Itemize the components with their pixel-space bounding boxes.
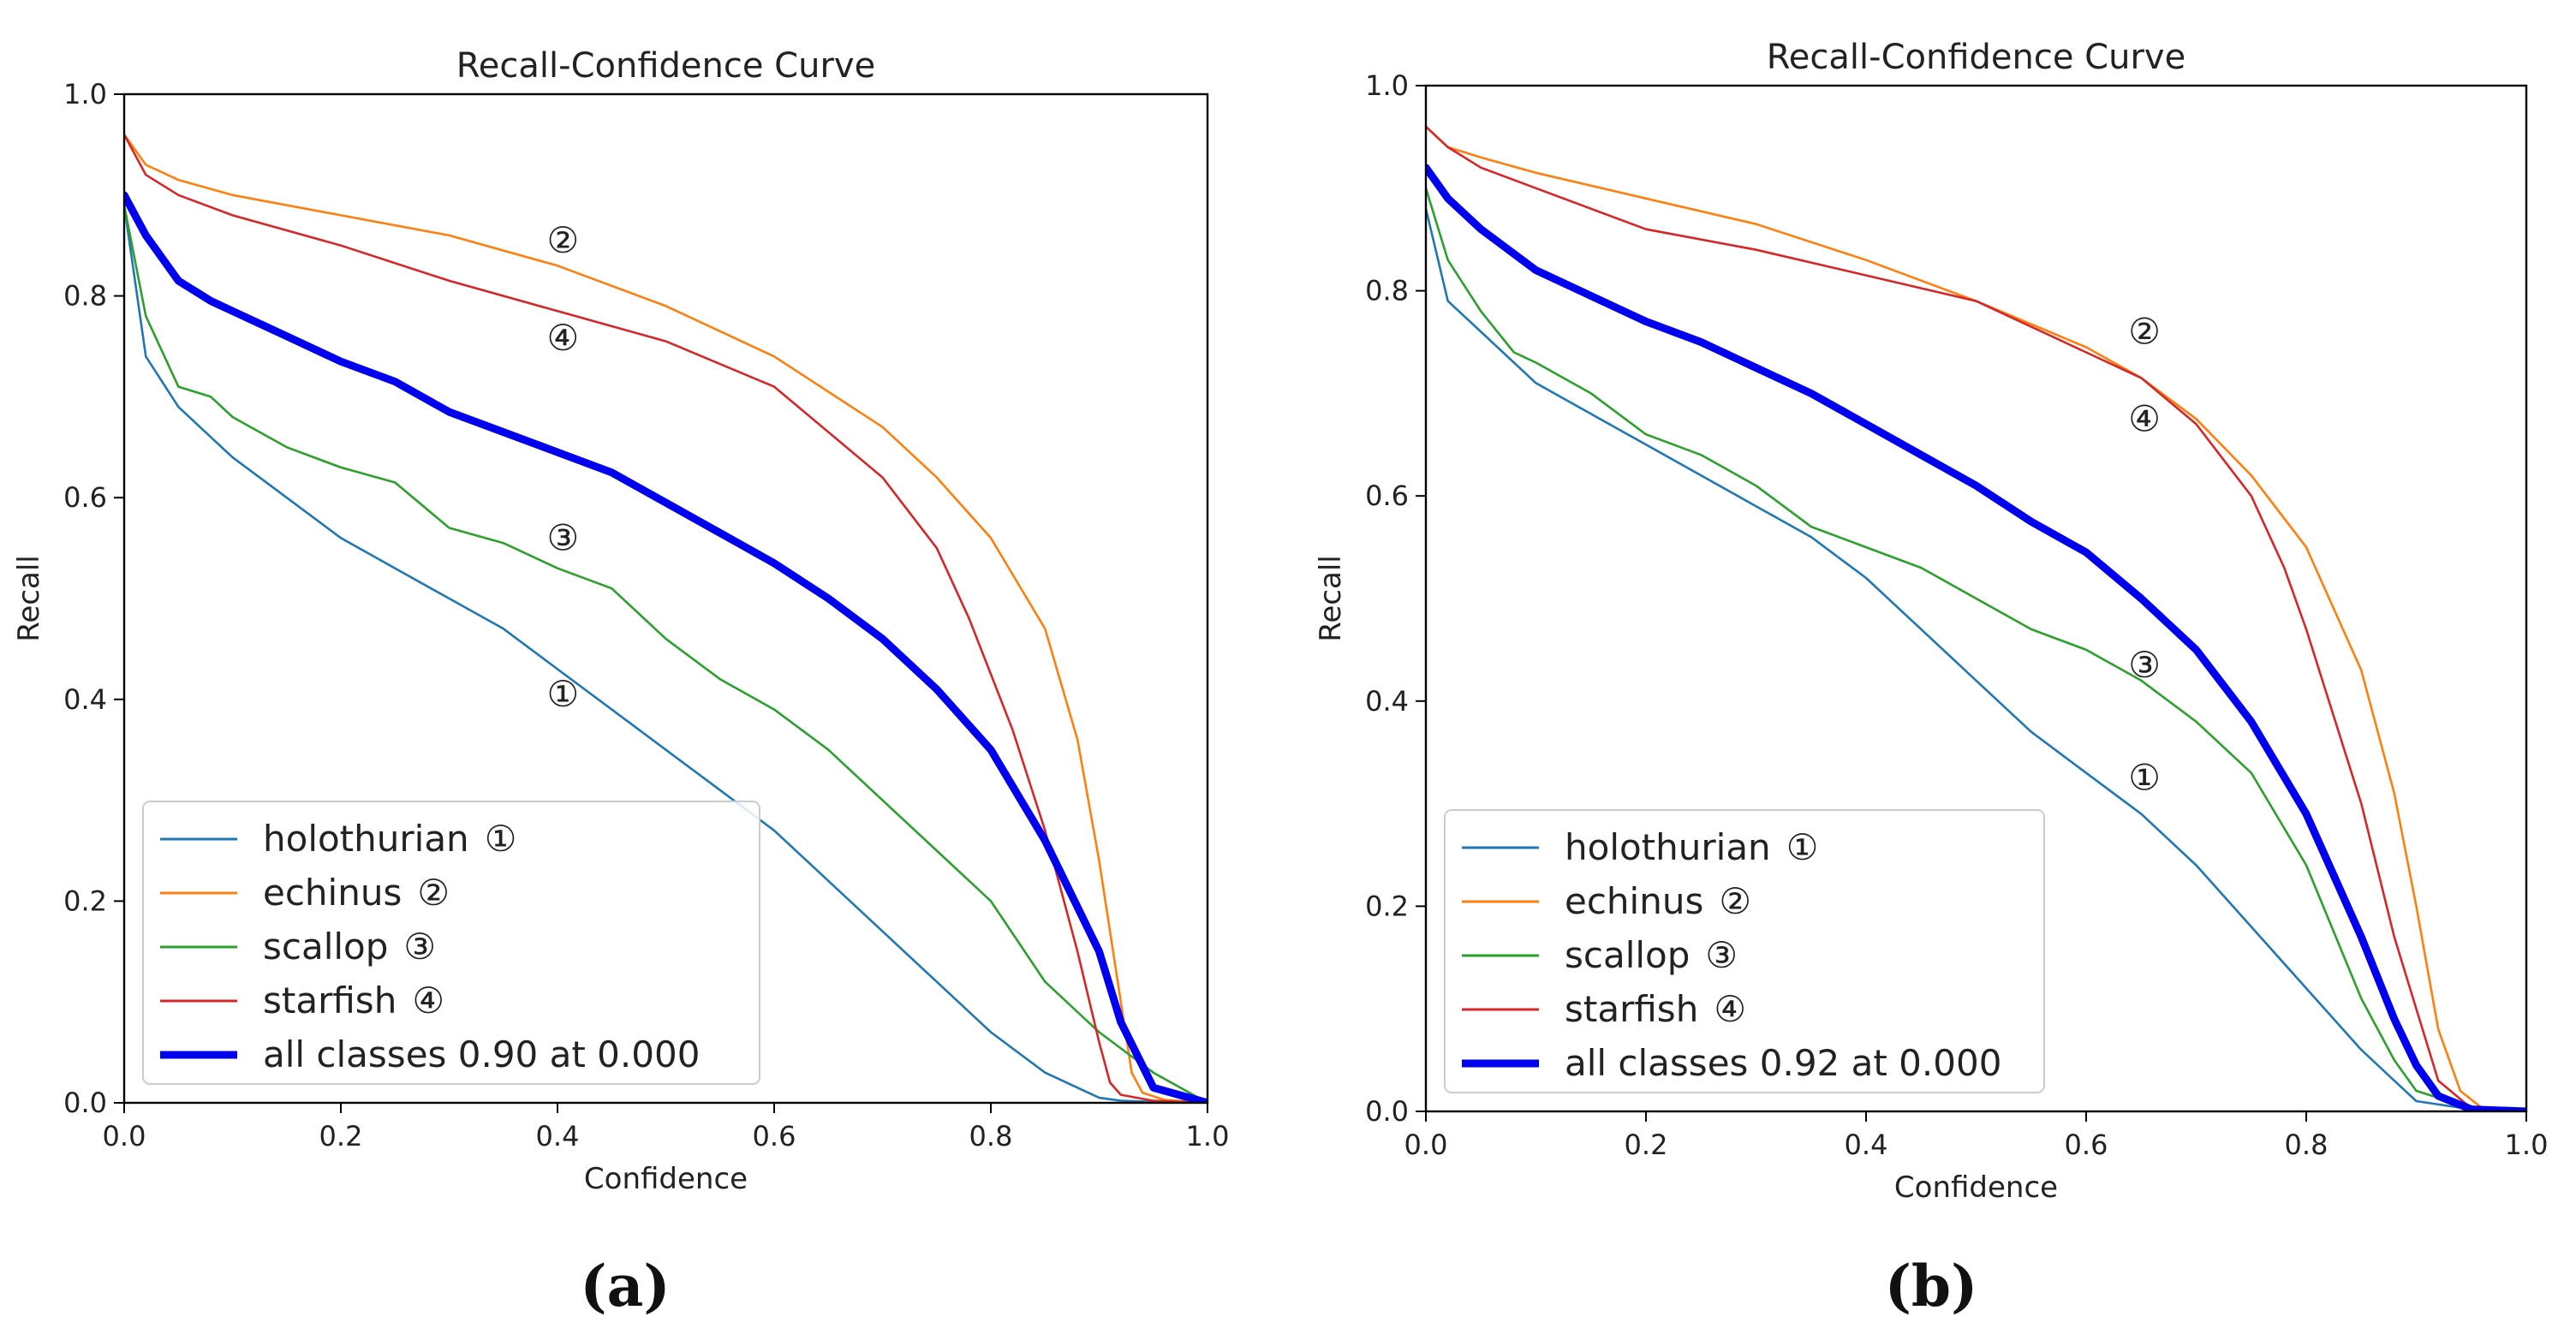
panel-2-legend-marker-holothurian: ① — [1786, 826, 1819, 868]
panel-1-x-tick-label: 0.6 — [753, 1120, 796, 1152]
panel-2-y-tick-label: 0.2 — [1365, 890, 1409, 922]
panel-1: Recall-Confidence Curve 0.0 0.2 0.4 0.6 0.8 1.… — [12, 46, 1229, 1319]
panel-2-y-tick-label: 0.0 — [1365, 1095, 1409, 1128]
panel-2-y-tick-label: 0.4 — [1365, 685, 1409, 718]
panel-1-curve-annotation: ④ — [546, 317, 579, 359]
panel-1-legend-marker-scallop: ③ — [403, 926, 436, 968]
panel-2-curve-annotation: ④ — [2128, 397, 2161, 439]
panel-1-series-all-classes-line — [124, 191, 1208, 1103]
panel-1-x-tick-label: 0.2 — [319, 1120, 363, 1152]
panel-2-x-tick-label: 1.0 — [2505, 1129, 2549, 1161]
panel-2-curve-annotation: ③ — [2128, 644, 2161, 686]
panel-1-legend-label-echinus: echinus — [263, 872, 402, 914]
panel-2-legend-label-echinus: echinus — [1565, 880, 1703, 922]
panel-1-legend-marker-echinus: ② — [417, 872, 450, 914]
panel-1-caption: (a) — [580, 1253, 670, 1319]
panel-2-curve-annotation: ① — [2128, 757, 2161, 799]
panel-1-series-scallop-line — [124, 204, 1208, 1103]
panel-2-series-scallop-line — [1426, 187, 2526, 1111]
panel-1-legend-label-all-classes: all classes 0.90 at 0.000 — [263, 1033, 700, 1075]
panel-1-series-starfish-line — [124, 133, 1208, 1103]
panel-1-legend-label-holothurian: holothurian — [263, 818, 469, 860]
panel-1-x-tick-label: 0.4 — [536, 1120, 580, 1152]
panel-2-legend-label-scallop: scallop — [1565, 934, 1690, 976]
panel-1-x-tick-label: 0.8 — [969, 1120, 1013, 1152]
panel-2-legend-marker-echinus: ② — [1719, 880, 1751, 922]
panel-1-curve-annotation: ③ — [546, 516, 579, 558]
panel-2: Recall-Confidence Curve 0.0 0.2 0.4 0.6 0.8 1.… — [1314, 38, 2548, 1319]
panel-2-legend-label-all-classes: all classes 0.92 at 0.000 — [1565, 1042, 2001, 1084]
panel-2-series-all-classes-line — [1426, 164, 2526, 1111]
panel-2-y-axis-label: Recall — [1314, 555, 1348, 641]
panel-1-y-tick-label: 0.8 — [63, 280, 107, 313]
panel-1-y-tick-label: 0.0 — [63, 1087, 107, 1119]
panel-2-x-tick-label: 0.4 — [1845, 1129, 1888, 1161]
panel-2-axes-frame — [1424, 84, 2528, 1113]
panel-2-legend-box — [1444, 809, 2045, 1093]
panel-2-series-starfish-line — [1426, 125, 2526, 1111]
panel-1-legend-marker-holothurian: ① — [485, 818, 517, 860]
panel-2-x-tick-label: 0.6 — [2065, 1129, 2108, 1161]
panel-2-x-axis-label: Confidence — [1894, 1170, 2058, 1205]
panel-2-chart-title: Recall-Confidence Curve — [1767, 38, 2185, 77]
panel-1-y-tick-label: 0.2 — [63, 884, 107, 917]
panel-1-axes-frame — [122, 92, 1209, 1105]
panel-2-x-tick-label: 0.8 — [2285, 1129, 2329, 1161]
panel-1-legend-box — [142, 801, 760, 1085]
panel-2-legend-marker-scallop: ③ — [1705, 934, 1738, 976]
panel-2-y-tick-label: 1.0 — [1365, 69, 1409, 102]
panel-2-legend-label-starfish: starfish — [1565, 988, 1698, 1030]
panel-1-y-tick-label: 1.0 — [63, 78, 107, 110]
panel-2-legend-marker-starfish: ④ — [1714, 988, 1746, 1030]
panel-1-chart-title: Recall-Confidence Curve — [456, 46, 875, 86]
panel-1-x-tick-label: 0.0 — [103, 1120, 146, 1152]
panel-1-series-holothurian-line — [124, 204, 1208, 1103]
panel-1-legend-label-scallop: scallop — [263, 926, 388, 968]
panel-2-series-holothurian-line — [1426, 207, 2526, 1111]
panel-2-x-tick-label: 0.2 — [1625, 1129, 1668, 1161]
panel-1-y-axis-label: Recall — [12, 555, 46, 641]
panel-1-x-tick-label: 1.0 — [1186, 1120, 1230, 1152]
panel-1-legend-marker-starfish: ④ — [412, 980, 444, 1021]
panel-1-legend-label-starfish: starfish — [263, 980, 397, 1021]
panel-2-series-echinus-line — [1426, 125, 2526, 1111]
panel-2-curve-annotation: ② — [2128, 311, 2161, 353]
panel-2-legend-label-holothurian: holothurian — [1565, 826, 1771, 868]
panel-2-y-tick-label: 0.8 — [1365, 275, 1409, 307]
panel-1-series-echinus-line — [124, 133, 1208, 1103]
panel-1-y-tick-label: 0.6 — [63, 481, 107, 514]
panel-1-x-axis-label: Confidence — [584, 1162, 748, 1196]
panel-2-caption: (b) — [1885, 1253, 1978, 1319]
panel-1-curve-annotation: ① — [546, 673, 579, 715]
panel-2-x-tick-label: 0.0 — [1404, 1129, 1448, 1161]
panel-1-curve-annotation: ② — [546, 219, 579, 261]
panel-2-y-tick-label: 0.6 — [1365, 479, 1409, 512]
panel-1-y-tick-label: 0.4 — [63, 683, 107, 716]
